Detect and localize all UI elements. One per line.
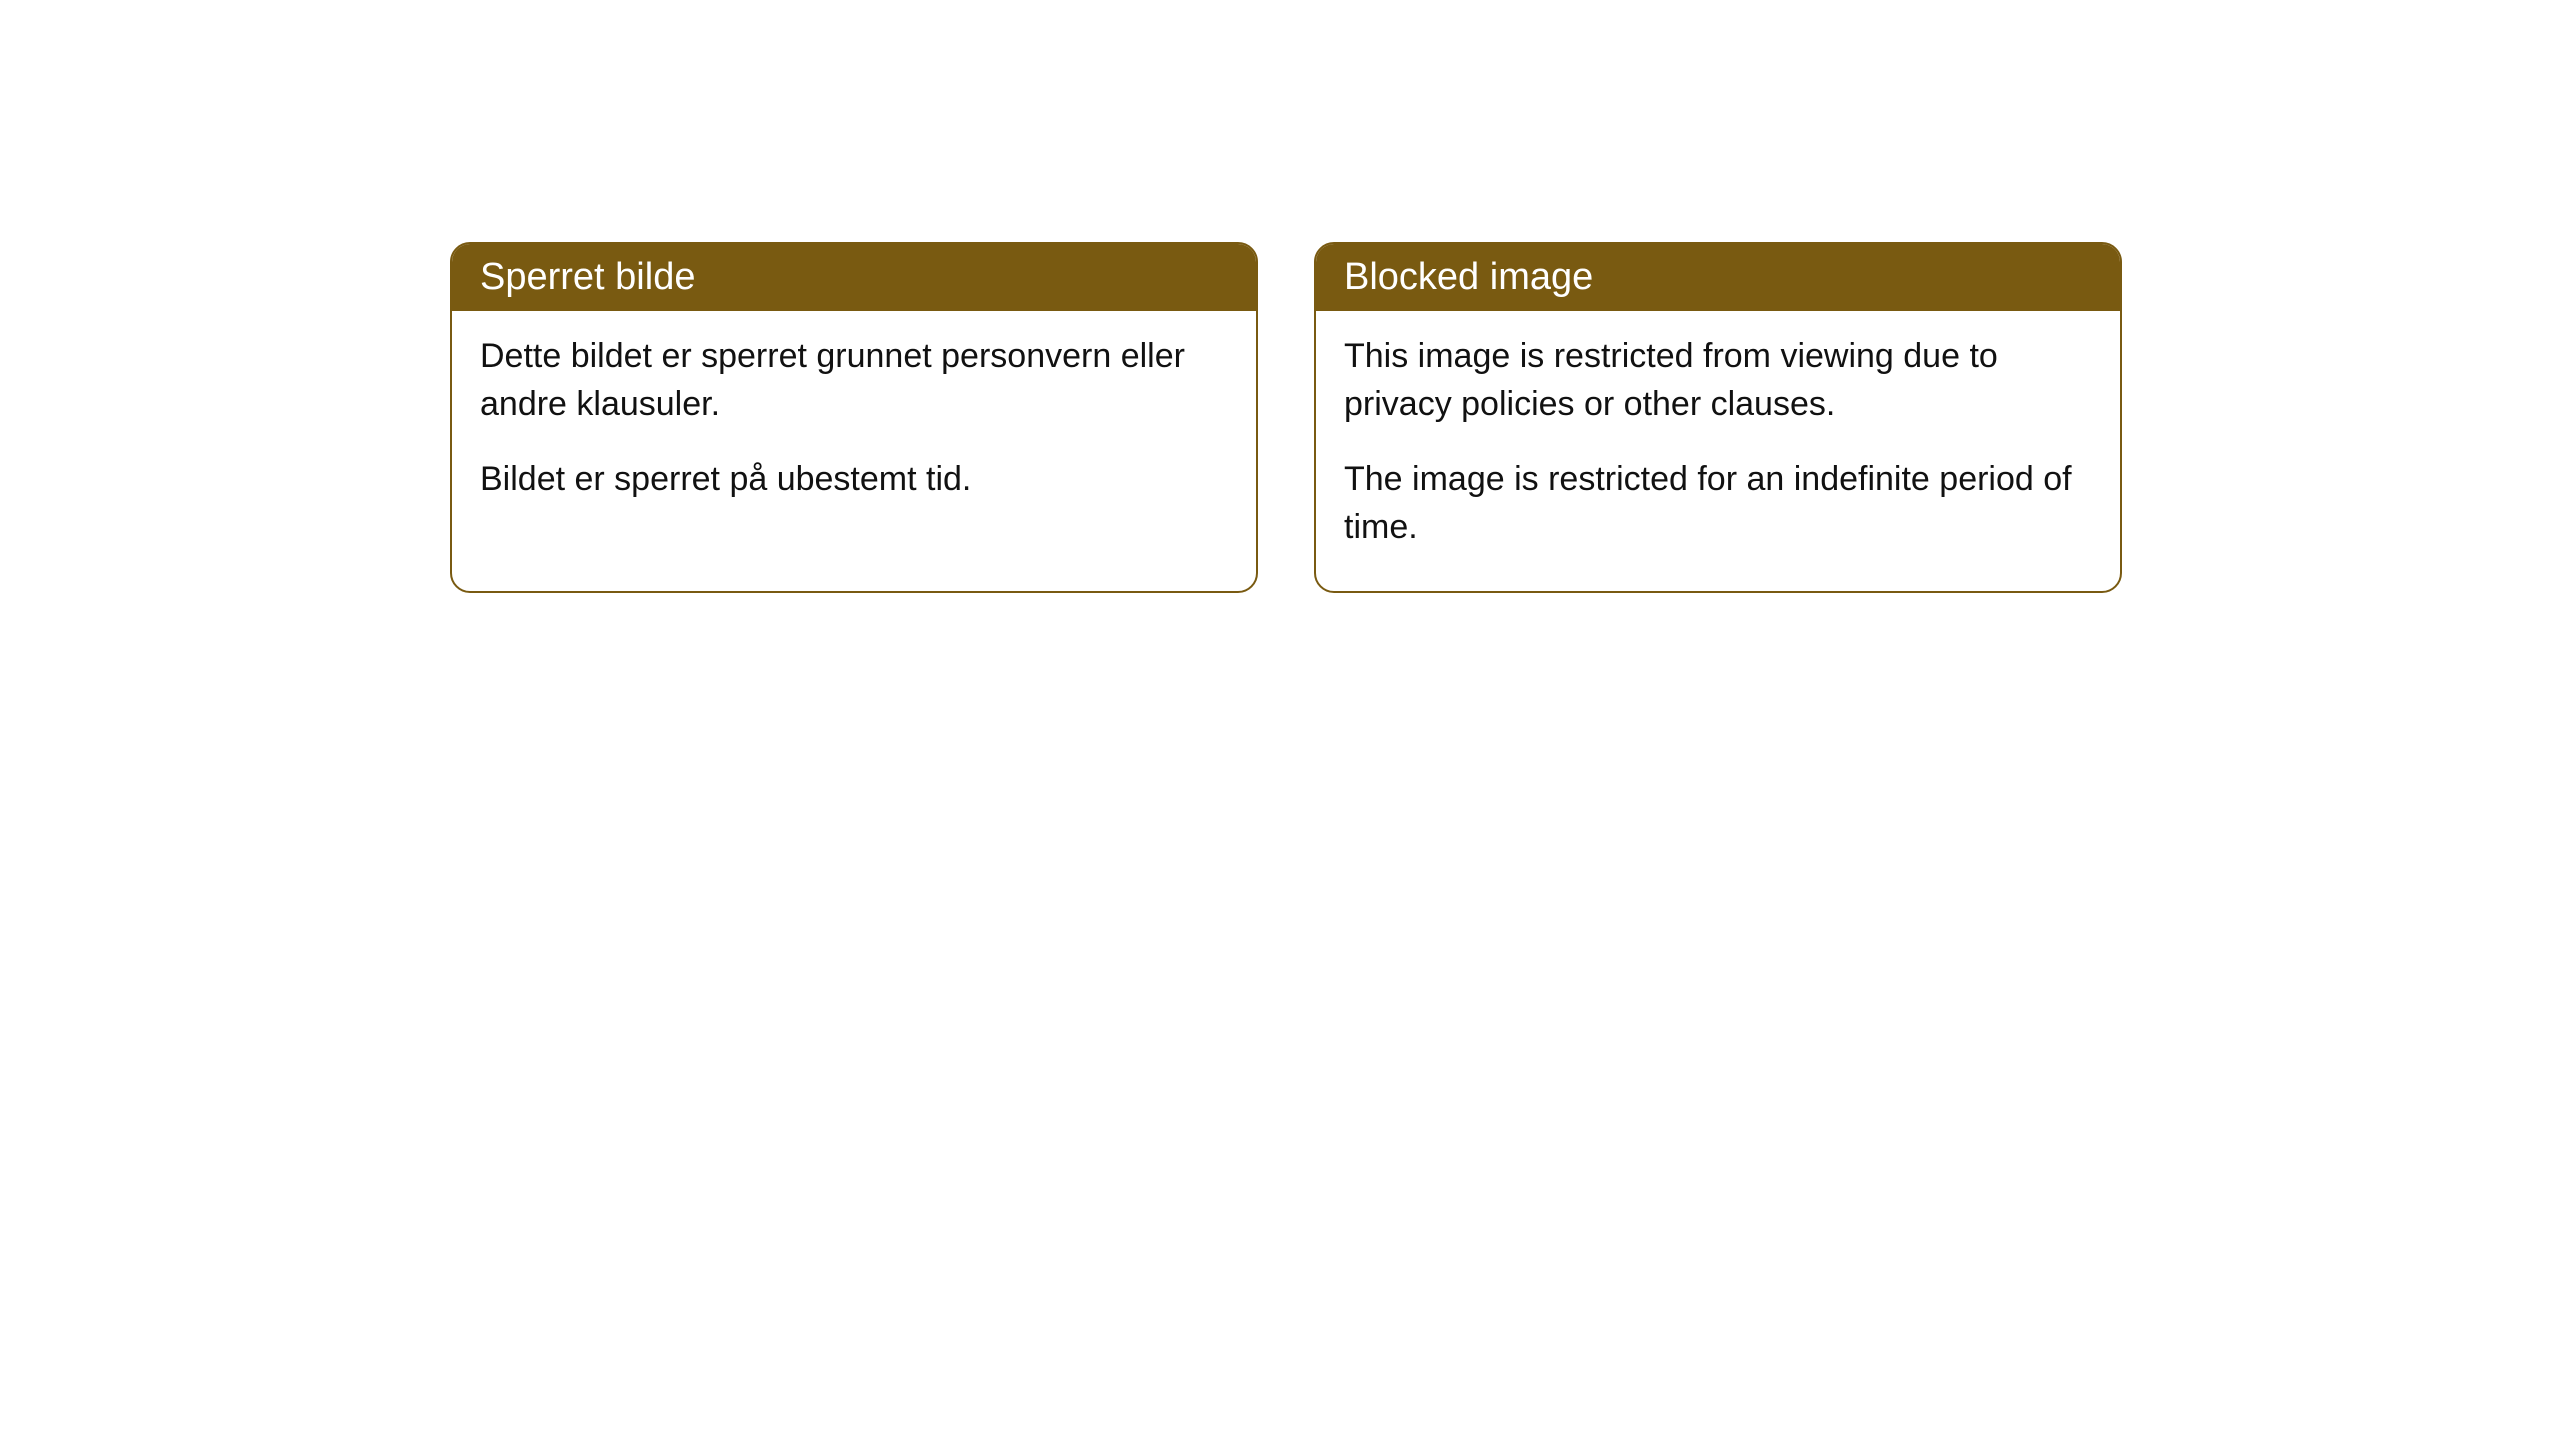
notice-card-english: Blocked image This image is restricted f… bbox=[1314, 242, 2122, 593]
notice-cards-container: Sperret bilde Dette bildet er sperret gr… bbox=[450, 242, 2122, 593]
card-header: Sperret bilde bbox=[452, 244, 1256, 311]
card-body: Dette bildet er sperret grunnet personve… bbox=[452, 311, 1256, 544]
card-paragraph: Dette bildet er sperret grunnet personve… bbox=[480, 333, 1228, 428]
card-paragraph: This image is restricted from viewing du… bbox=[1344, 333, 2092, 428]
card-title: Sperret bilde bbox=[480, 256, 695, 298]
card-paragraph: Bildet er sperret på ubestemt tid. bbox=[480, 456, 1228, 504]
card-header: Blocked image bbox=[1316, 244, 2120, 311]
notice-card-norwegian: Sperret bilde Dette bildet er sperret gr… bbox=[450, 242, 1258, 593]
card-body: This image is restricted from viewing du… bbox=[1316, 311, 2120, 591]
card-paragraph: The image is restricted for an indefinit… bbox=[1344, 456, 2092, 551]
card-title: Blocked image bbox=[1344, 256, 1593, 298]
